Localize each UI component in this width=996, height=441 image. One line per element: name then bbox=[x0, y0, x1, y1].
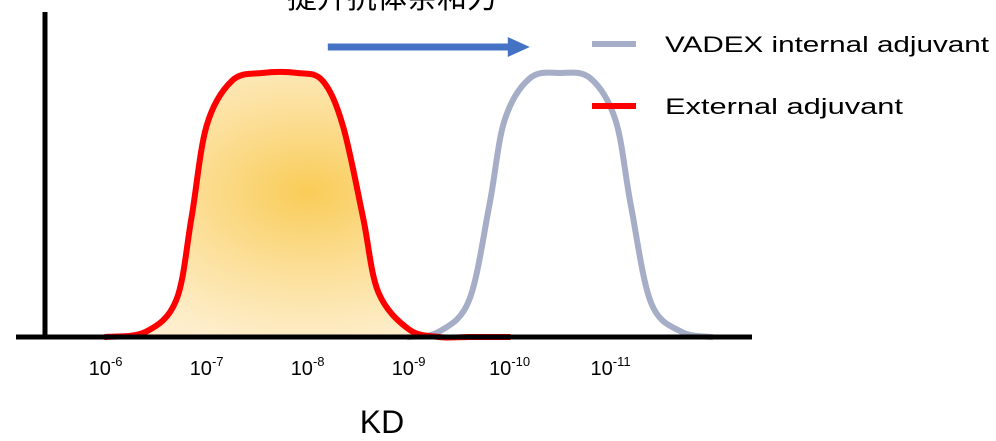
x-tick-label: 10-11 bbox=[591, 354, 631, 380]
legend-label-1: VADEX internal adjuvant bbox=[665, 32, 989, 57]
shift-arrow-head bbox=[507, 37, 530, 57]
x-tick-base: 10 bbox=[392, 358, 414, 380]
x-tick-exponent: -7 bbox=[212, 354, 224, 369]
chart-title: 提升抗体亲和力 bbox=[287, 0, 497, 16]
x-tick-base: 10 bbox=[489, 358, 511, 380]
series-area-2 bbox=[105, 72, 510, 338]
x-tick-base: 10 bbox=[291, 358, 313, 380]
x-tick-label: 10-8 bbox=[291, 354, 325, 380]
legend: VADEX internal adjuvant External adjuvant bbox=[592, 32, 989, 119]
x-tick-exponent: -8 bbox=[313, 354, 325, 369]
series-layer bbox=[102, 69, 715, 341]
series-line-2 bbox=[102, 69, 513, 341]
x-tick-base: 10 bbox=[591, 358, 613, 380]
series-line-1 bbox=[405, 69, 715, 340]
x-tick-label: 10-6 bbox=[89, 354, 123, 380]
x-tick-exponent: -11 bbox=[613, 354, 631, 369]
x-tick-base: 10 bbox=[190, 358, 212, 380]
x-tick-label: 10-9 bbox=[392, 354, 426, 380]
x-tick-label: 10-10 bbox=[489, 354, 530, 380]
legend-label-2: External adjuvant bbox=[665, 94, 903, 119]
x-tick-exponent: -9 bbox=[414, 354, 426, 369]
x-tick-base: 10 bbox=[89, 358, 111, 380]
x-axis-title: KD bbox=[360, 404, 404, 440]
x-tick-exponent: -10 bbox=[511, 354, 530, 369]
x-tick-labels: 10-6 10-7 10-8 10-9 10-10 10-11 bbox=[89, 354, 631, 380]
x-tick-exponent: -6 bbox=[111, 354, 123, 369]
x-tick-label: 10-7 bbox=[190, 354, 224, 380]
shift-arrow bbox=[327, 37, 530, 57]
